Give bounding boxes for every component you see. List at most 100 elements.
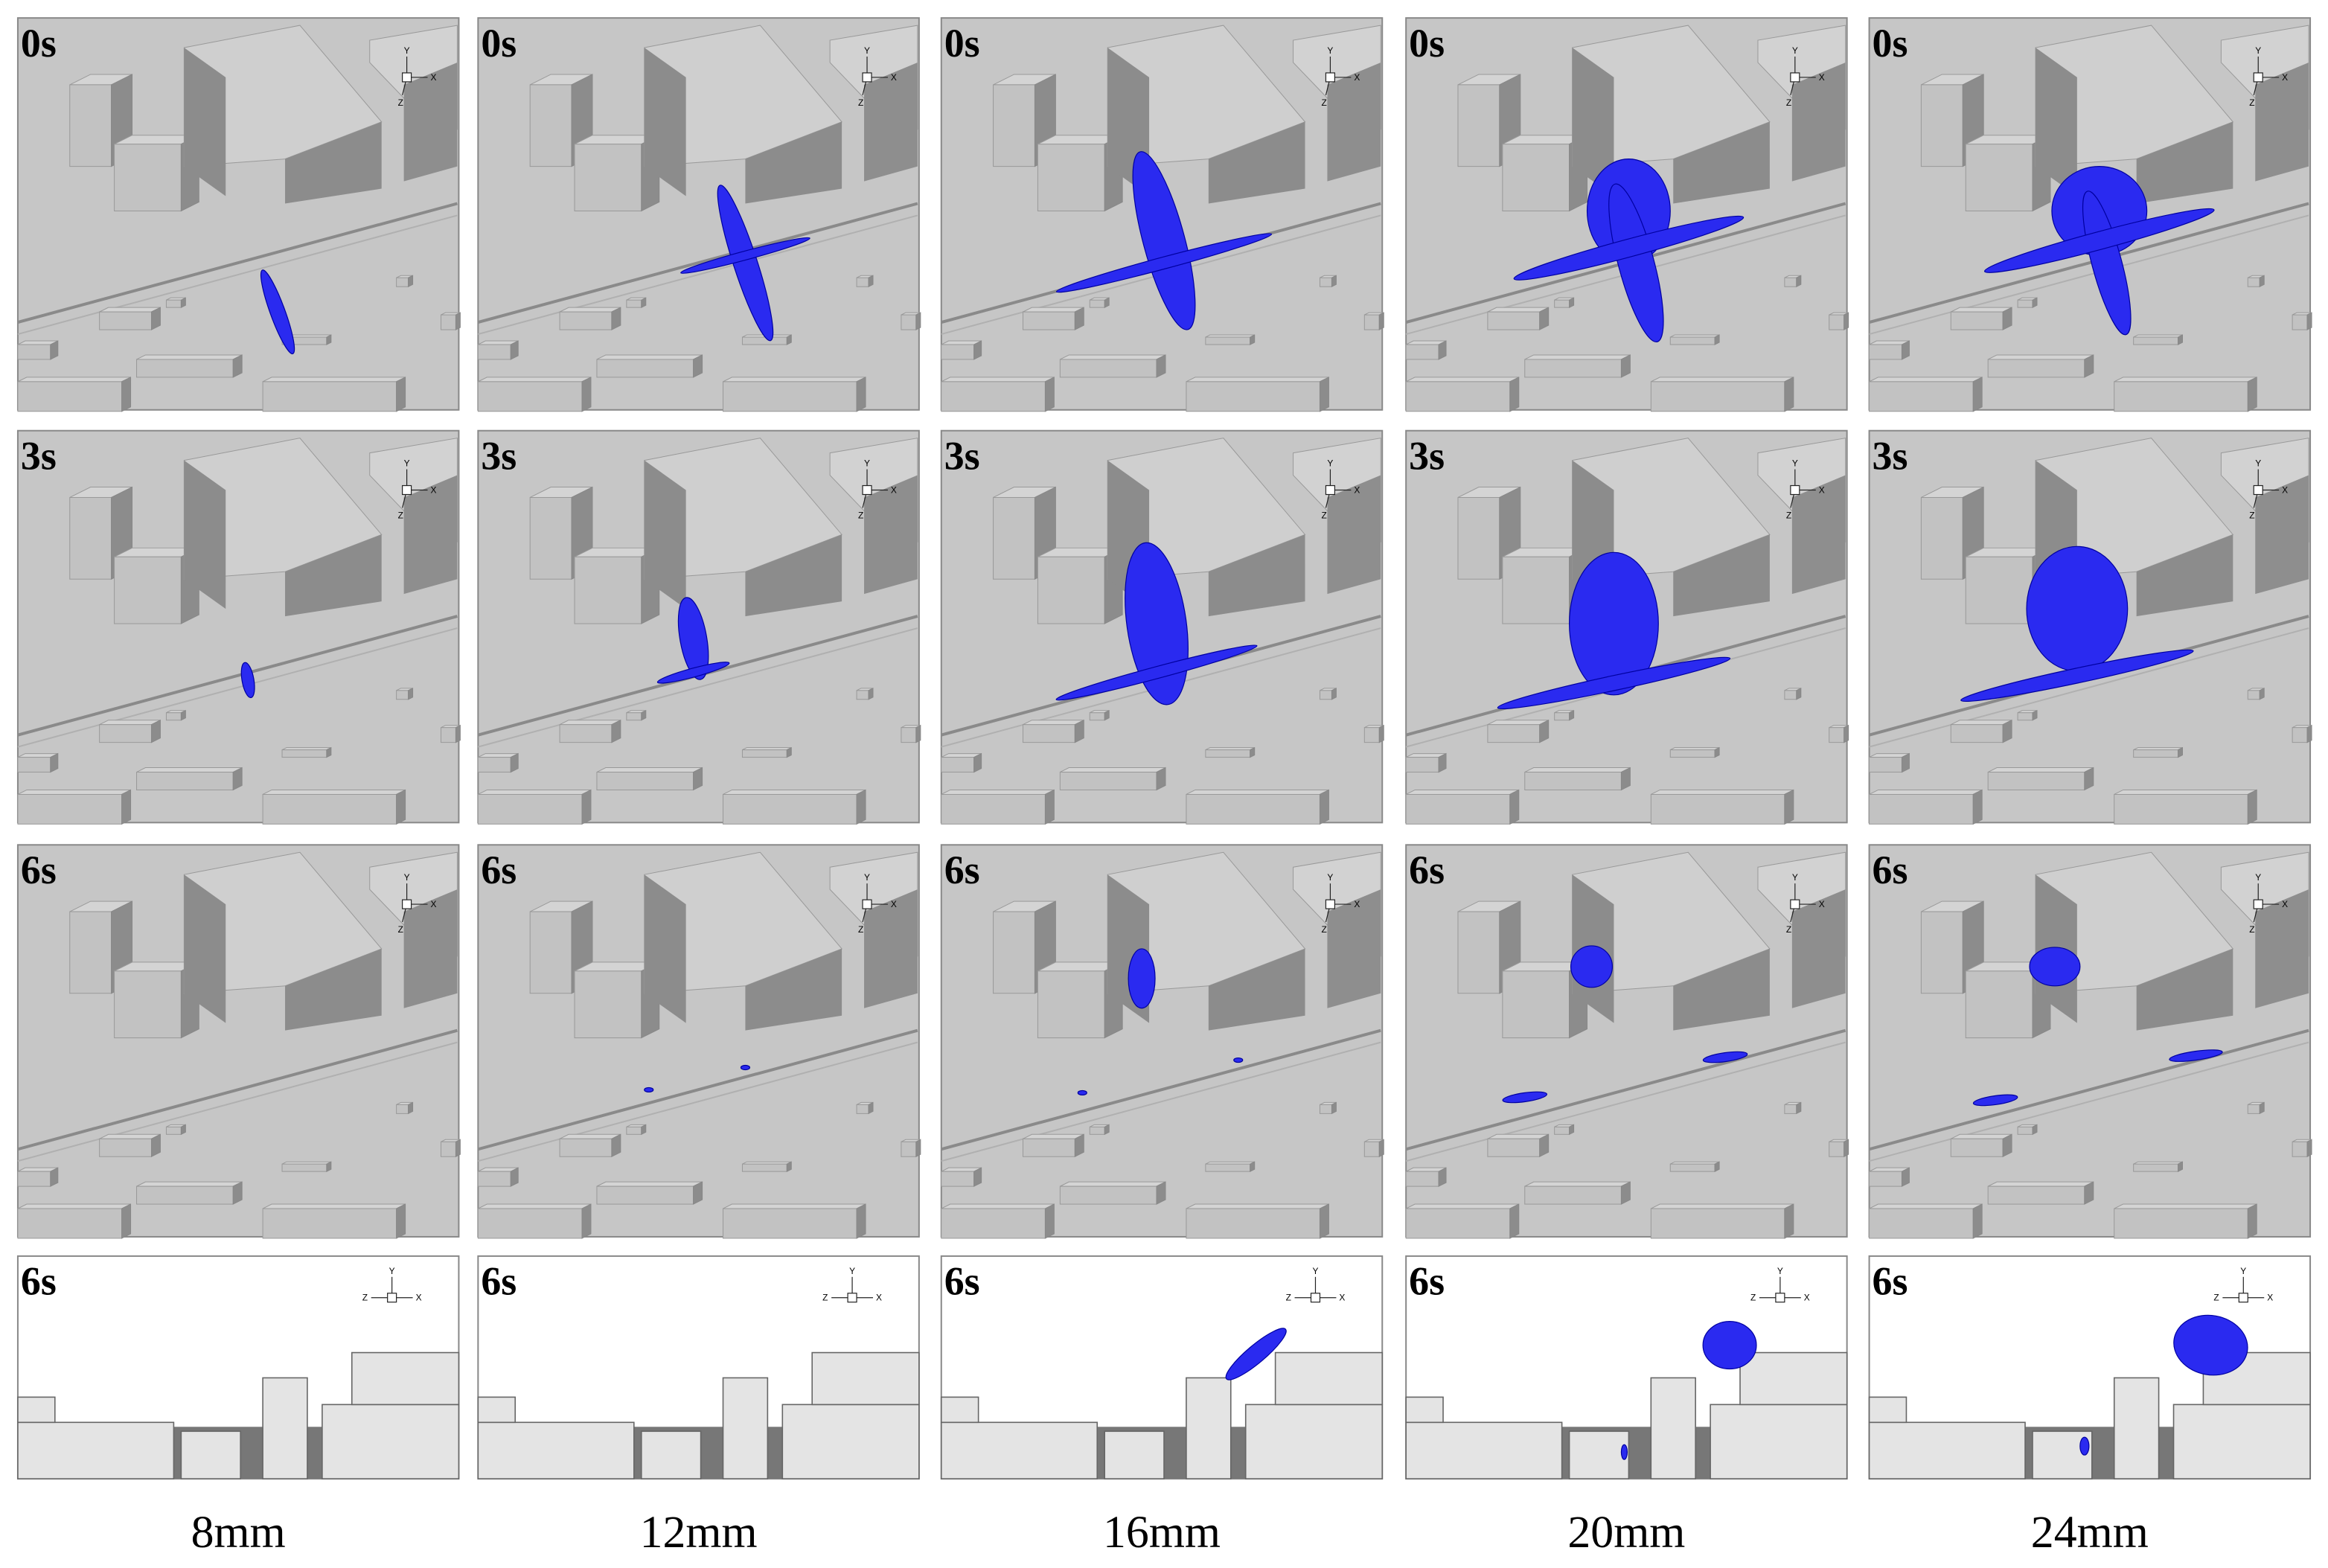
axis-label: Z xyxy=(858,510,863,520)
building-side xyxy=(150,1133,161,1158)
building-side xyxy=(285,534,382,617)
building xyxy=(1405,1396,1444,1424)
building-front xyxy=(1405,381,1511,412)
building-side xyxy=(1539,1133,1550,1158)
building xyxy=(1650,1377,1696,1479)
building-front xyxy=(1186,793,1320,825)
building-side xyxy=(1319,789,1329,825)
building-side xyxy=(2032,297,2038,308)
building xyxy=(940,1396,979,1424)
axis-cube xyxy=(1310,1293,1321,1303)
plume xyxy=(2169,1049,2223,1062)
building-top xyxy=(1651,1203,1794,1209)
building-side xyxy=(2247,1203,2257,1239)
building-side xyxy=(455,1139,461,1158)
building xyxy=(640,1430,702,1479)
building-side xyxy=(1074,1133,1084,1158)
building-front xyxy=(477,1171,511,1187)
axis-label: X xyxy=(2282,72,2288,83)
axis-label: X xyxy=(876,1293,882,1303)
building-side xyxy=(915,724,921,743)
building-side xyxy=(2084,1181,2094,1205)
building-front xyxy=(1405,757,1439,773)
road-edge xyxy=(1405,1041,1846,1162)
building-side xyxy=(2032,709,2038,721)
plume xyxy=(1497,656,1731,710)
building-front xyxy=(1829,1141,1845,1157)
plume xyxy=(2079,1436,2090,1456)
building-front xyxy=(477,757,511,773)
building-front xyxy=(993,911,1035,994)
building-front xyxy=(1487,1138,1541,1157)
axis-label: X xyxy=(891,72,897,83)
building-front xyxy=(1869,1171,1902,1187)
axis-cube xyxy=(1325,72,1336,83)
axis-label: Z xyxy=(1786,510,1791,520)
building-side xyxy=(1250,746,1256,758)
building-front xyxy=(1457,911,1500,994)
building-top xyxy=(262,789,406,795)
building-front xyxy=(2114,381,2248,412)
axis-cube xyxy=(2253,899,2263,909)
building-front xyxy=(901,1141,917,1157)
building-front xyxy=(477,381,583,412)
building xyxy=(2172,1404,2311,1479)
building-side xyxy=(973,752,982,773)
building-front xyxy=(1920,911,1963,994)
axis-cube xyxy=(862,899,872,909)
building-side xyxy=(2178,1161,2183,1172)
building-side xyxy=(2002,1133,2012,1158)
building-top xyxy=(478,377,592,383)
plume xyxy=(1502,1091,1548,1104)
axis-cube xyxy=(1775,1293,1785,1303)
building xyxy=(180,1430,241,1479)
building-front xyxy=(1987,359,2085,378)
building-front xyxy=(941,381,1046,412)
axis-label: Y xyxy=(2240,1266,2246,1276)
building-side xyxy=(232,767,243,791)
building-front xyxy=(1037,144,1105,211)
building-front xyxy=(136,359,234,378)
building-side xyxy=(510,340,519,360)
building-front xyxy=(114,144,182,211)
column-label: 12mm xyxy=(640,1507,758,1558)
building-side xyxy=(2306,1139,2312,1158)
building-front xyxy=(1965,144,2033,211)
building-side xyxy=(1156,354,1166,378)
building-front xyxy=(723,1208,857,1239)
building-side xyxy=(1319,377,1329,412)
time-label: 0s xyxy=(944,21,980,65)
building-side xyxy=(856,1203,866,1239)
road-edge xyxy=(17,1041,458,1162)
time-label: 6s xyxy=(481,848,517,892)
building-front xyxy=(741,1163,787,1172)
building-front xyxy=(626,1126,642,1135)
axis-cube xyxy=(402,484,412,496)
building-side xyxy=(644,48,686,196)
building-side xyxy=(1620,1181,1631,1205)
building-side xyxy=(745,948,842,1031)
building-side xyxy=(864,62,918,182)
axis-cube xyxy=(2253,72,2263,83)
building-front xyxy=(2292,314,2308,330)
building-top xyxy=(1869,1203,1983,1209)
building-top xyxy=(99,1133,161,1139)
axis-label: Y xyxy=(1792,458,1798,469)
building-front xyxy=(559,311,613,330)
building-front xyxy=(17,793,123,825)
building-top xyxy=(1186,1203,1329,1209)
building-front xyxy=(1987,772,2085,790)
building-side xyxy=(1156,767,1166,791)
building-side xyxy=(1438,752,1447,773)
building-front xyxy=(69,84,112,167)
building xyxy=(262,1377,308,1479)
axis-label: Y xyxy=(1327,458,1333,469)
building-front xyxy=(1784,1104,1797,1114)
building-side xyxy=(2136,121,2233,204)
building-side xyxy=(1044,1203,1055,1239)
axis-cube xyxy=(402,899,412,909)
plume xyxy=(1702,1321,1757,1370)
plume xyxy=(680,237,810,274)
building-side xyxy=(1104,1124,1110,1136)
axis-label: Y xyxy=(1327,45,1333,56)
